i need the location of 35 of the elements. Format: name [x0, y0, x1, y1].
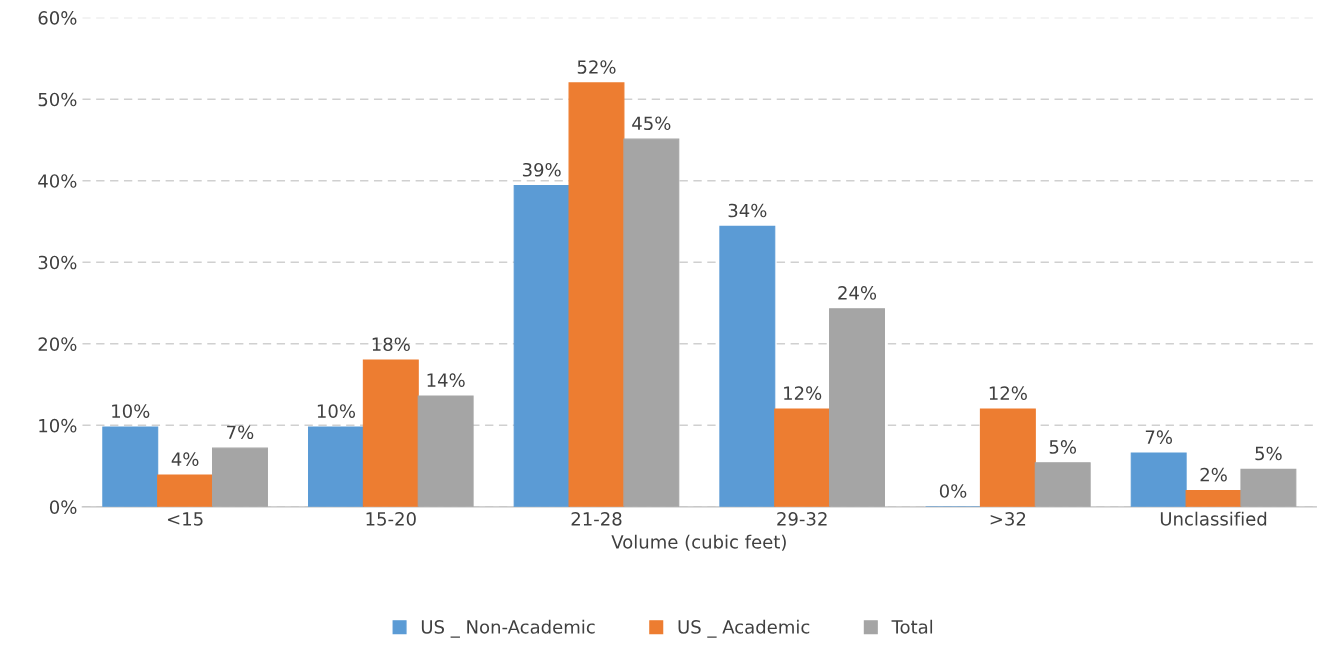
y-tick-label: 20% [38, 337, 77, 351]
y-tick-label: 40% [38, 174, 77, 188]
data-label: 45% [632, 116, 671, 131]
x-tick-label: <15 [167, 512, 203, 526]
data-label: 39% [522, 162, 561, 177]
data-label: 4% [171, 452, 199, 466]
data-label: 7% [1145, 430, 1173, 444]
x-axis-title: Volume (cubic feet) [611, 534, 786, 551]
data-label: 12% [989, 386, 1027, 400]
x-tick-label: >32 [990, 512, 1026, 526]
y-tick-label: 30% [38, 255, 77, 270]
x-tick-label: 15-20 [366, 512, 416, 526]
y-tick-label: 50% [38, 92, 77, 107]
data-label: 18% [372, 337, 410, 352]
y-tick-label: 10% [39, 418, 77, 433]
data-label: 52% [577, 60, 616, 74]
x-tick-label: 21-28 [571, 512, 622, 526]
y-tick-label: 0% [49, 500, 77, 514]
x-tick-label: Unclassified [1160, 511, 1267, 526]
data-label: 14% [427, 373, 465, 387]
data-label: 5% [1255, 446, 1282, 461]
data-label: 2% [1200, 467, 1227, 482]
data-label: 24% [838, 286, 877, 300]
data-label: 5% [1049, 440, 1077, 454]
legend-label: Total [891, 619, 933, 634]
data-label: 0% [939, 484, 967, 498]
legend-label: US _ Academic [678, 619, 810, 638]
x-tick-label: 29-32 [777, 512, 827, 526]
data-label: 34% [728, 203, 767, 218]
y-tick-label: 60% [38, 11, 77, 25]
data-label: 10% [317, 404, 356, 418]
legend-label: US _ Non-Academic [421, 619, 595, 638]
data-label: 7% [227, 425, 254, 440]
data-label: 12% [784, 386, 822, 400]
data-label: 10% [112, 404, 150, 418]
